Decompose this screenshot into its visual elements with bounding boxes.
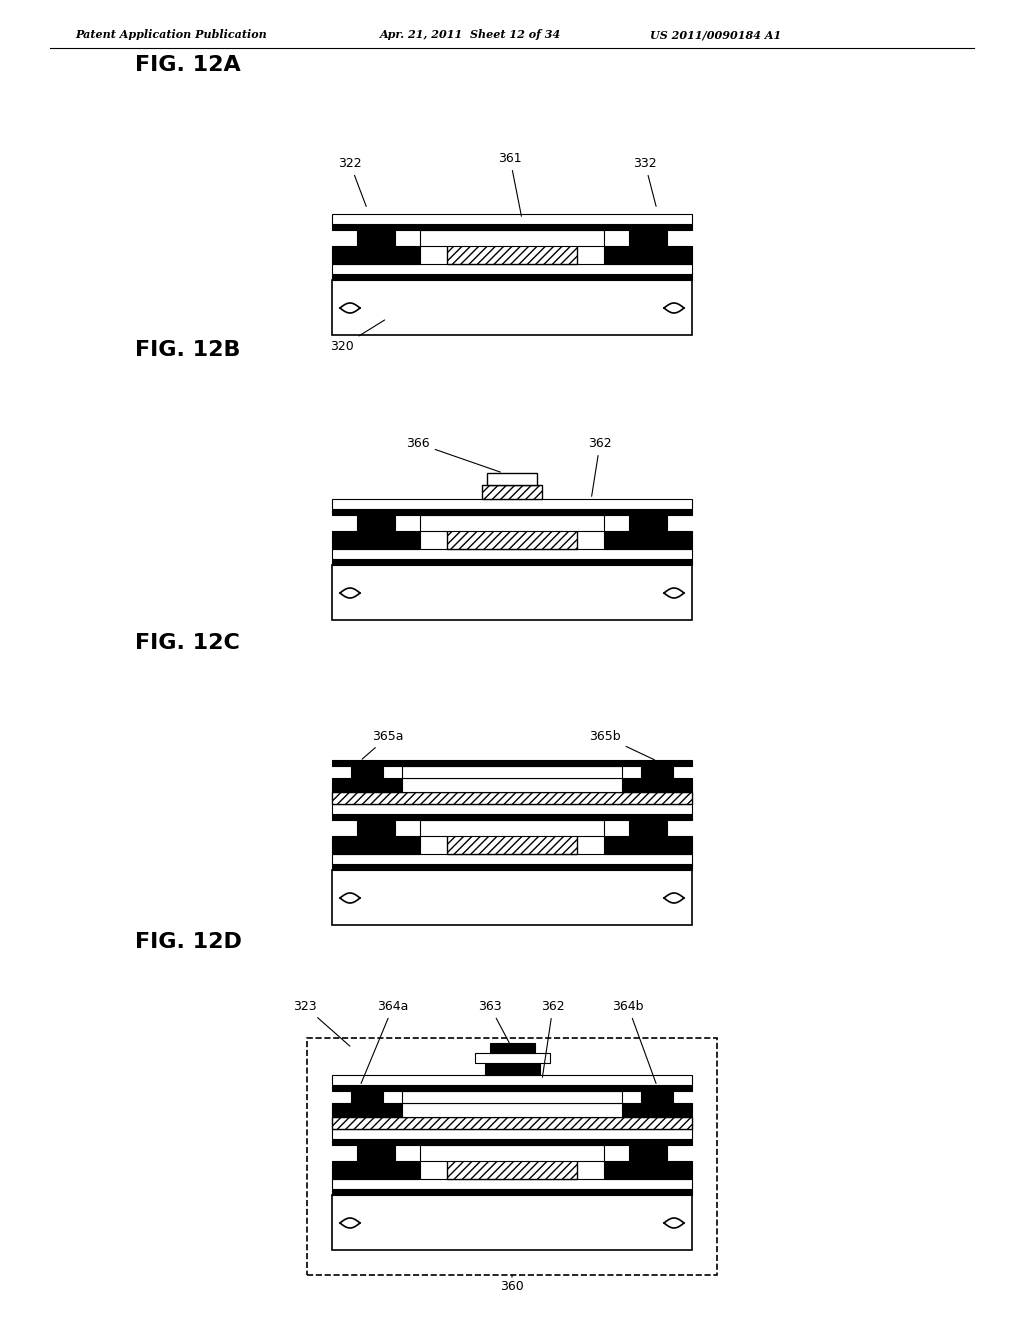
Bar: [332, 870, 692, 925]
Bar: [402, 777, 622, 792]
Bar: [332, 264, 692, 275]
Text: 366: 366: [407, 437, 501, 473]
Bar: [604, 246, 692, 264]
Text: FIG. 12D: FIG. 12D: [135, 932, 242, 952]
Text: 332: 332: [633, 157, 656, 206]
Bar: [475, 1053, 550, 1063]
Text: 360: 360: [500, 1275, 524, 1294]
Text: Apr. 21, 2011  Sheet 12 of 34: Apr. 21, 2011 Sheet 12 of 34: [380, 29, 561, 41]
Bar: [357, 1144, 395, 1162]
Text: 361: 361: [499, 152, 522, 216]
Text: 362: 362: [588, 437, 611, 496]
Bar: [447, 834, 577, 854]
Bar: [332, 1195, 692, 1250]
Bar: [332, 792, 692, 804]
Bar: [332, 1104, 402, 1117]
Bar: [402, 1104, 622, 1117]
Bar: [332, 854, 692, 865]
Bar: [332, 777, 402, 792]
Bar: [332, 1085, 692, 1092]
Bar: [420, 1144, 604, 1162]
Bar: [332, 804, 692, 814]
Text: Patent Application Publication: Patent Application Publication: [75, 29, 266, 41]
Bar: [332, 246, 420, 264]
Bar: [402, 1092, 622, 1104]
Bar: [332, 558, 692, 565]
Bar: [332, 531, 420, 549]
Bar: [420, 820, 604, 836]
Bar: [490, 1043, 535, 1053]
Bar: [420, 515, 604, 531]
Bar: [332, 760, 692, 766]
Bar: [307, 1038, 717, 1275]
Bar: [629, 230, 667, 246]
Bar: [332, 814, 692, 820]
Bar: [332, 1189, 692, 1195]
Text: 320: 320: [330, 319, 385, 352]
Bar: [622, 1104, 692, 1117]
Text: 363: 363: [478, 1001, 511, 1045]
Bar: [332, 1139, 692, 1144]
Bar: [604, 836, 692, 854]
Bar: [332, 214, 692, 224]
Bar: [332, 280, 692, 335]
Bar: [351, 766, 383, 777]
Bar: [332, 549, 692, 558]
Text: 365b: 365b: [589, 730, 654, 760]
Bar: [351, 1092, 383, 1104]
Text: FIG. 12B: FIG. 12B: [135, 341, 241, 360]
Bar: [357, 230, 395, 246]
Bar: [332, 224, 692, 230]
Bar: [420, 230, 604, 246]
Bar: [447, 529, 577, 549]
Text: 365a: 365a: [362, 730, 403, 759]
Bar: [332, 1162, 420, 1179]
Text: 362: 362: [542, 1001, 565, 1077]
Bar: [332, 1129, 692, 1139]
Bar: [447, 1159, 577, 1179]
Bar: [641, 766, 673, 777]
Text: 364a: 364a: [361, 1001, 409, 1084]
Bar: [641, 1092, 673, 1104]
Bar: [332, 836, 420, 854]
Bar: [332, 1117, 692, 1129]
Bar: [629, 515, 667, 531]
Bar: [332, 865, 692, 870]
Bar: [629, 820, 667, 836]
Text: FIG. 12A: FIG. 12A: [135, 55, 241, 75]
Bar: [402, 766, 622, 777]
Bar: [622, 777, 692, 792]
Bar: [332, 510, 692, 515]
Text: 323: 323: [293, 1001, 350, 1047]
Bar: [357, 515, 395, 531]
Bar: [332, 1074, 692, 1085]
Bar: [447, 244, 577, 264]
Text: FIG. 12C: FIG. 12C: [135, 634, 240, 653]
Text: US 2011/0090184 A1: US 2011/0090184 A1: [650, 29, 781, 41]
Bar: [332, 499, 692, 510]
Bar: [357, 820, 395, 836]
Text: 322: 322: [338, 157, 367, 206]
Bar: [629, 1144, 667, 1162]
Bar: [332, 275, 692, 280]
Bar: [485, 1063, 540, 1074]
Bar: [487, 473, 537, 484]
Bar: [332, 1179, 692, 1189]
Bar: [332, 565, 692, 620]
Bar: [604, 531, 692, 549]
Bar: [482, 484, 542, 499]
Bar: [604, 1162, 692, 1179]
Text: 364b: 364b: [612, 1001, 656, 1084]
